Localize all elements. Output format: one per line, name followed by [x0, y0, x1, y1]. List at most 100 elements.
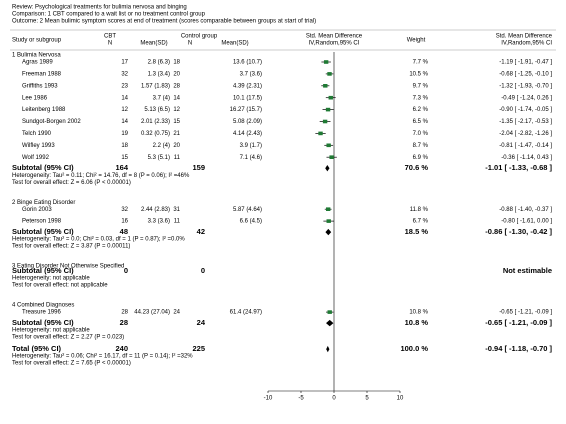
effect-label: -1.32 [ -1.93, -0.70 ]: [499, 83, 552, 89]
x-tick-label: 10: [397, 396, 404, 402]
subtotal-effect-label: -0.86 [ -1.30, -0.42 ]: [485, 227, 552, 236]
summary-diamond: [326, 319, 334, 327]
ctrl-n: 11: [174, 155, 181, 161]
ctrl-mean-sd: 6.6 (4.5): [240, 219, 262, 225]
subtotal-label: Subtotal (95% CI): [12, 163, 74, 172]
subtotal-label: Subtotal (95% CI): [12, 318, 74, 327]
cbt-n: 16: [121, 219, 128, 225]
study-name: Telch 1990: [22, 131, 52, 137]
weight: 7.3 %: [413, 95, 429, 101]
subtotal-ctrl-n: 159: [192, 163, 205, 172]
effect-label: -0.80 [ -1.61, 0.00 ]: [501, 219, 552, 225]
subtotal-effect-label: -0.94 [ -1.18, -0.70 ]: [485, 344, 552, 353]
cbt-n: 15: [121, 155, 128, 161]
subtotal-effect-label: -0.65 [ -1.21, -0.09 ]: [485, 318, 552, 327]
cbt-mean-sd: 5.13 (6.5): [144, 107, 170, 113]
effect-label: -2.04 [ -2.82, -1.26 ]: [499, 131, 552, 137]
cbt-n: 18: [121, 143, 128, 149]
heterogeneity: Heterogeneity: Tau² = 0.06; Chi² = 16.17…: [12, 354, 193, 360]
effect-square: [329, 155, 334, 159]
subtotal-ctrl-n: 225: [192, 344, 205, 353]
col-header: Mean(SD): [221, 41, 248, 47]
subtotal-cbt-n: 240: [115, 344, 128, 353]
ctrl-mean-sd: 4.39 (2.31): [233, 83, 262, 89]
weight: 6.7 %: [413, 219, 429, 225]
subtotal-label: Subtotal (95% CI): [12, 266, 74, 275]
ctrl-n: 24: [173, 310, 180, 316]
cbt-n: 12: [121, 107, 128, 113]
study-name: Sundgot-Borgen 2002: [22, 119, 81, 125]
subtotal-weight: 100.0 %: [400, 344, 428, 353]
cbt-mean-sd: 2.2 (4): [153, 143, 170, 149]
ctrl-mean-sd: 13.6 (10.7): [233, 60, 262, 66]
weight: 7.7 %: [413, 60, 429, 66]
ctrl-n: 15: [173, 119, 180, 125]
ctrl-n: 12: [173, 107, 180, 113]
effect-label: -0.68 [ -1.25, -0.10 ]: [499, 71, 552, 77]
cbt-mean-sd: 2.01 (2.33): [141, 119, 170, 125]
effect-square: [322, 119, 328, 124]
cbt-n: 32: [121, 71, 128, 77]
overall-effect: Test for overall effect: Z = 2.27 (P = 0…: [12, 335, 124, 341]
subtotal-label: Total (95% CI): [12, 344, 62, 353]
col-header: N: [188, 41, 192, 47]
effect-square: [326, 143, 331, 148]
ctrl-mean-sd: 7.1 (4.6): [240, 155, 262, 161]
overall-effect: Test for overall effect: Z = 7.65 (P < 0…: [12, 361, 131, 367]
effect-square: [326, 219, 331, 223]
effect-square: [327, 310, 332, 314]
ctrl-mean-sd: 5.08 (2.09): [233, 119, 262, 125]
heterogeneity: Heterogeneity: not applicable: [12, 328, 90, 334]
weight: 6.2 %: [413, 107, 429, 113]
subtotal-effect-label: Not estimable: [503, 266, 552, 275]
ctrl-n: 14: [173, 95, 180, 101]
col-header: Weight: [407, 38, 426, 44]
ctrl-mean-sd: 16.27 (15.7): [230, 107, 262, 113]
effect-square: [318, 131, 323, 136]
outcome: Outcome: 2 Mean bulimic symptom scores a…: [12, 19, 316, 25]
weight: 11.8 %: [410, 207, 429, 213]
subtotal-weight: 18.5 %: [405, 227, 429, 236]
cbt-mean-sd: 3.7 (4): [153, 95, 170, 101]
effect-label: -1.35 [ -2.17, -0.53 ]: [499, 119, 552, 125]
summary-diamond: [325, 165, 330, 172]
study-name: Peterson 1998: [22, 219, 62, 225]
cbt-n: 32: [121, 207, 128, 213]
ctrl-n: 11: [174, 219, 181, 225]
study-name: Wolf 1992: [22, 155, 50, 161]
weight: 6.9 %: [413, 155, 429, 161]
effect-square: [327, 72, 332, 76]
study-name: Treasure 1996: [22, 310, 61, 316]
cbt-n: 28: [121, 310, 128, 316]
ctrl-n: 31: [173, 207, 180, 213]
effect-square: [328, 95, 333, 100]
summary-diamond: [325, 228, 332, 236]
weight: 7.0 %: [413, 131, 429, 137]
subtotal-weight: 70.6 %: [405, 163, 429, 172]
study-name: Griffiths 1993: [22, 83, 58, 89]
overall-effect: Test for overall effect: Z = 6.06 (P < 0…: [12, 180, 131, 186]
overall-effect: Test for overall effect: Z = 3.87 (P = 0…: [12, 244, 130, 250]
ctrl-mean-sd: 3.7 (3.6): [240, 71, 262, 77]
ctrl-n: 20: [173, 71, 180, 77]
ctrl-mean-sd: 5.87 (4.64): [233, 207, 262, 213]
subtotal-label: Subtotal (95% CI): [12, 227, 74, 236]
cbt-n: 14: [121, 119, 128, 125]
heterogeneity: Heterogeneity: Tau² = 0.11; Chi² = 14.76…: [12, 173, 190, 179]
effect-square: [323, 60, 329, 64]
study-name: Freeman 1988: [22, 71, 62, 77]
group-title: 3 Eating Disorder Not Otherwise Specifie…: [12, 264, 124, 270]
cbt-mean-sd: 1.57 (1.83): [141, 83, 170, 89]
cbt-mean-sd: 1.3 (3.4): [148, 71, 170, 77]
cbt-mean-sd: 3.3 (3.6): [148, 219, 170, 225]
weight: 8.7 %: [413, 143, 429, 149]
effect-square: [325, 107, 331, 112]
cbt-mean-sd: 0.32 (0.75): [141, 131, 170, 137]
col-header: Std. Mean Difference: [306, 34, 363, 40]
overall-effect: Test for overall effect: not applicable: [12, 283, 108, 289]
cbt-mean-sd: 2.44 (2.83): [141, 207, 170, 213]
cbt-mean-sd: 2.8 (6.3): [148, 60, 170, 66]
effect-square: [325, 207, 331, 211]
ctrl-mean-sd: 10.1 (17.5): [233, 95, 262, 101]
